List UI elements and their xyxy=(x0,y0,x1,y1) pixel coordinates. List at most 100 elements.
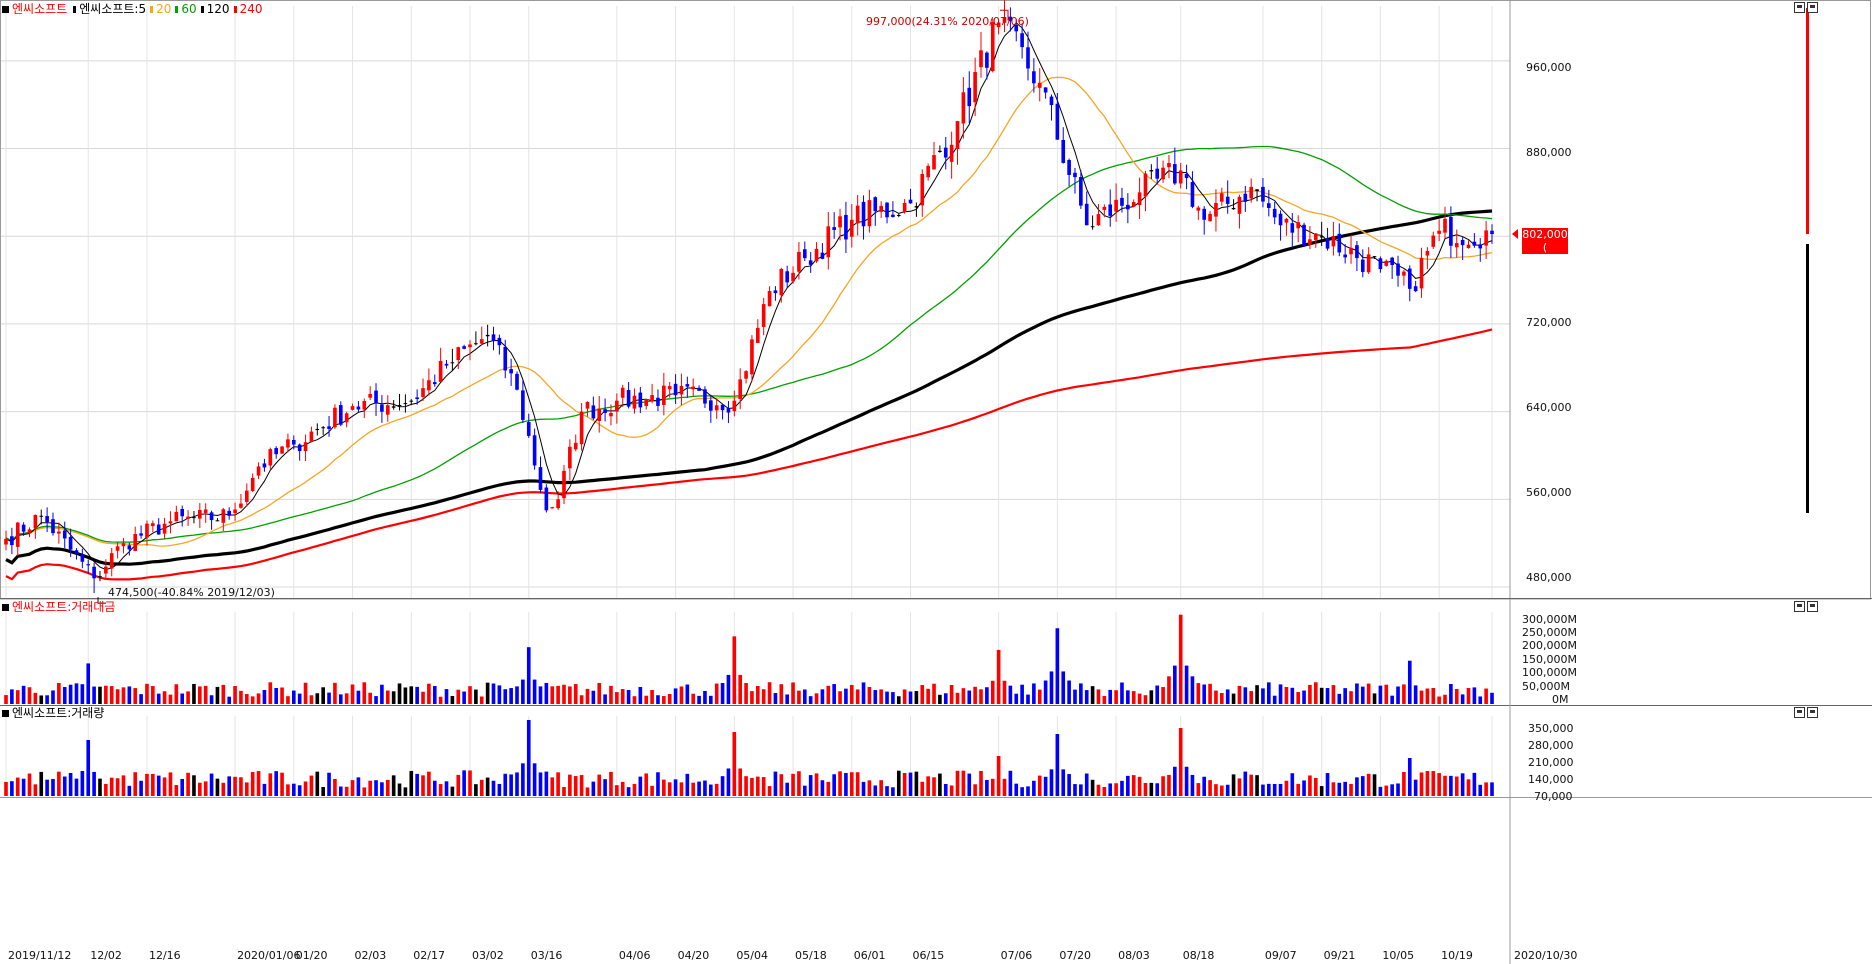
volume-bar xyxy=(27,773,32,796)
current-price-box: 802,000 ( 2.56%) xyxy=(1522,228,1568,267)
value-bar xyxy=(180,693,185,704)
candle-body xyxy=(938,150,942,153)
volume-bar xyxy=(291,783,296,796)
close-icon[interactable] xyxy=(1807,707,1818,718)
volume-bar xyxy=(755,776,760,796)
volume-bar xyxy=(1343,781,1347,796)
current-price-marker-icon xyxy=(1512,229,1518,240)
candle-body xyxy=(1155,168,1160,179)
x-tick: 2020/10/30 xyxy=(1514,949,1578,962)
volume-bar xyxy=(233,776,237,796)
x-tick: 04/20 xyxy=(677,949,710,962)
volume-bar xyxy=(198,782,202,796)
value-bar xyxy=(949,684,954,704)
value-bar xyxy=(215,686,220,704)
candle-body xyxy=(1390,257,1394,266)
minimize-icon[interactable] xyxy=(1794,707,1805,718)
volume-bar xyxy=(315,771,320,796)
volume-bar xyxy=(415,773,419,796)
candle-body xyxy=(1360,259,1365,272)
candle-body xyxy=(550,507,555,509)
candle-body xyxy=(744,371,748,379)
value-bar xyxy=(1266,682,1271,704)
candle-body xyxy=(1055,103,1060,140)
value-bar xyxy=(620,688,625,704)
volume-bar xyxy=(1096,784,1101,796)
candle-body xyxy=(444,363,449,366)
value-bar xyxy=(333,682,337,704)
candle-body xyxy=(802,249,807,259)
candle-body xyxy=(1084,203,1089,226)
volume-bar xyxy=(579,775,584,796)
value-bar xyxy=(1043,680,1048,704)
value-bar xyxy=(726,674,731,704)
value-bar xyxy=(1167,676,1171,704)
candle-body xyxy=(644,398,649,406)
value-bar xyxy=(844,688,848,704)
y-tick: 140,000 xyxy=(1528,773,1574,786)
x-tick: 01/20 xyxy=(295,949,328,962)
legend-ma5-marker-icon xyxy=(73,5,77,13)
value-bar xyxy=(1325,688,1330,704)
volume-bar xyxy=(468,770,472,796)
volume-bar xyxy=(785,782,789,796)
value-bar xyxy=(943,693,948,704)
candle-body xyxy=(80,554,85,562)
value-bar xyxy=(1313,682,1318,704)
volume-bar xyxy=(526,720,531,796)
volume-bar xyxy=(1014,783,1019,796)
value-bar xyxy=(838,691,842,704)
value-bar xyxy=(644,695,649,704)
value-bar xyxy=(62,687,67,704)
value-bar xyxy=(979,689,983,704)
candle-body xyxy=(151,523,155,527)
value-legend: 엔씨소프트:거래대금 xyxy=(2,599,115,615)
volume-bar xyxy=(767,786,772,796)
candle-body xyxy=(826,226,831,258)
volume-bar xyxy=(1184,766,1189,796)
value-bar xyxy=(896,696,901,704)
candle-body xyxy=(245,490,249,502)
minimize-icon[interactable] xyxy=(1794,2,1805,13)
volume-bar xyxy=(1266,783,1271,796)
y-tick: 640,000 xyxy=(1526,401,1572,414)
value-bar xyxy=(462,691,466,704)
volume-bar xyxy=(151,773,155,796)
candle-body xyxy=(1449,216,1453,246)
value-bar xyxy=(1067,680,1071,704)
value-bar xyxy=(750,691,754,704)
value-bar xyxy=(168,694,173,704)
close-icon[interactable] xyxy=(1807,601,1818,612)
volume-bar xyxy=(1484,782,1488,796)
candle-body xyxy=(1266,203,1271,208)
legend-ma5: 엔씨소프트:5 xyxy=(79,2,147,16)
minimize-icon[interactable] xyxy=(1794,601,1805,612)
volume-bar xyxy=(967,773,972,796)
volume-bar xyxy=(1378,786,1383,796)
value-bar xyxy=(691,693,696,704)
volume-bar xyxy=(650,785,654,796)
volume-bar xyxy=(1214,784,1218,796)
volume-bar xyxy=(309,775,314,796)
value-bar xyxy=(427,683,431,704)
candle-body xyxy=(1302,224,1306,247)
value-bar xyxy=(409,686,414,704)
volume-bar xyxy=(1490,782,1494,796)
volume-bar xyxy=(450,786,455,796)
value-bar xyxy=(497,685,502,704)
candle-body xyxy=(209,512,214,521)
volume-bar xyxy=(1155,783,1160,796)
value-bar xyxy=(1396,686,1400,704)
volume-bar xyxy=(943,783,948,796)
x-tick: 02/17 xyxy=(413,949,445,962)
close-icon[interactable] xyxy=(1807,2,1818,13)
candle-body xyxy=(691,386,696,390)
volume-bar xyxy=(1020,787,1024,796)
candle-body xyxy=(380,404,384,412)
volume-bar xyxy=(1237,778,1242,796)
value-bar xyxy=(162,691,167,704)
volume-bar xyxy=(479,779,484,796)
value-bar xyxy=(156,693,161,704)
value-bar xyxy=(973,686,977,704)
